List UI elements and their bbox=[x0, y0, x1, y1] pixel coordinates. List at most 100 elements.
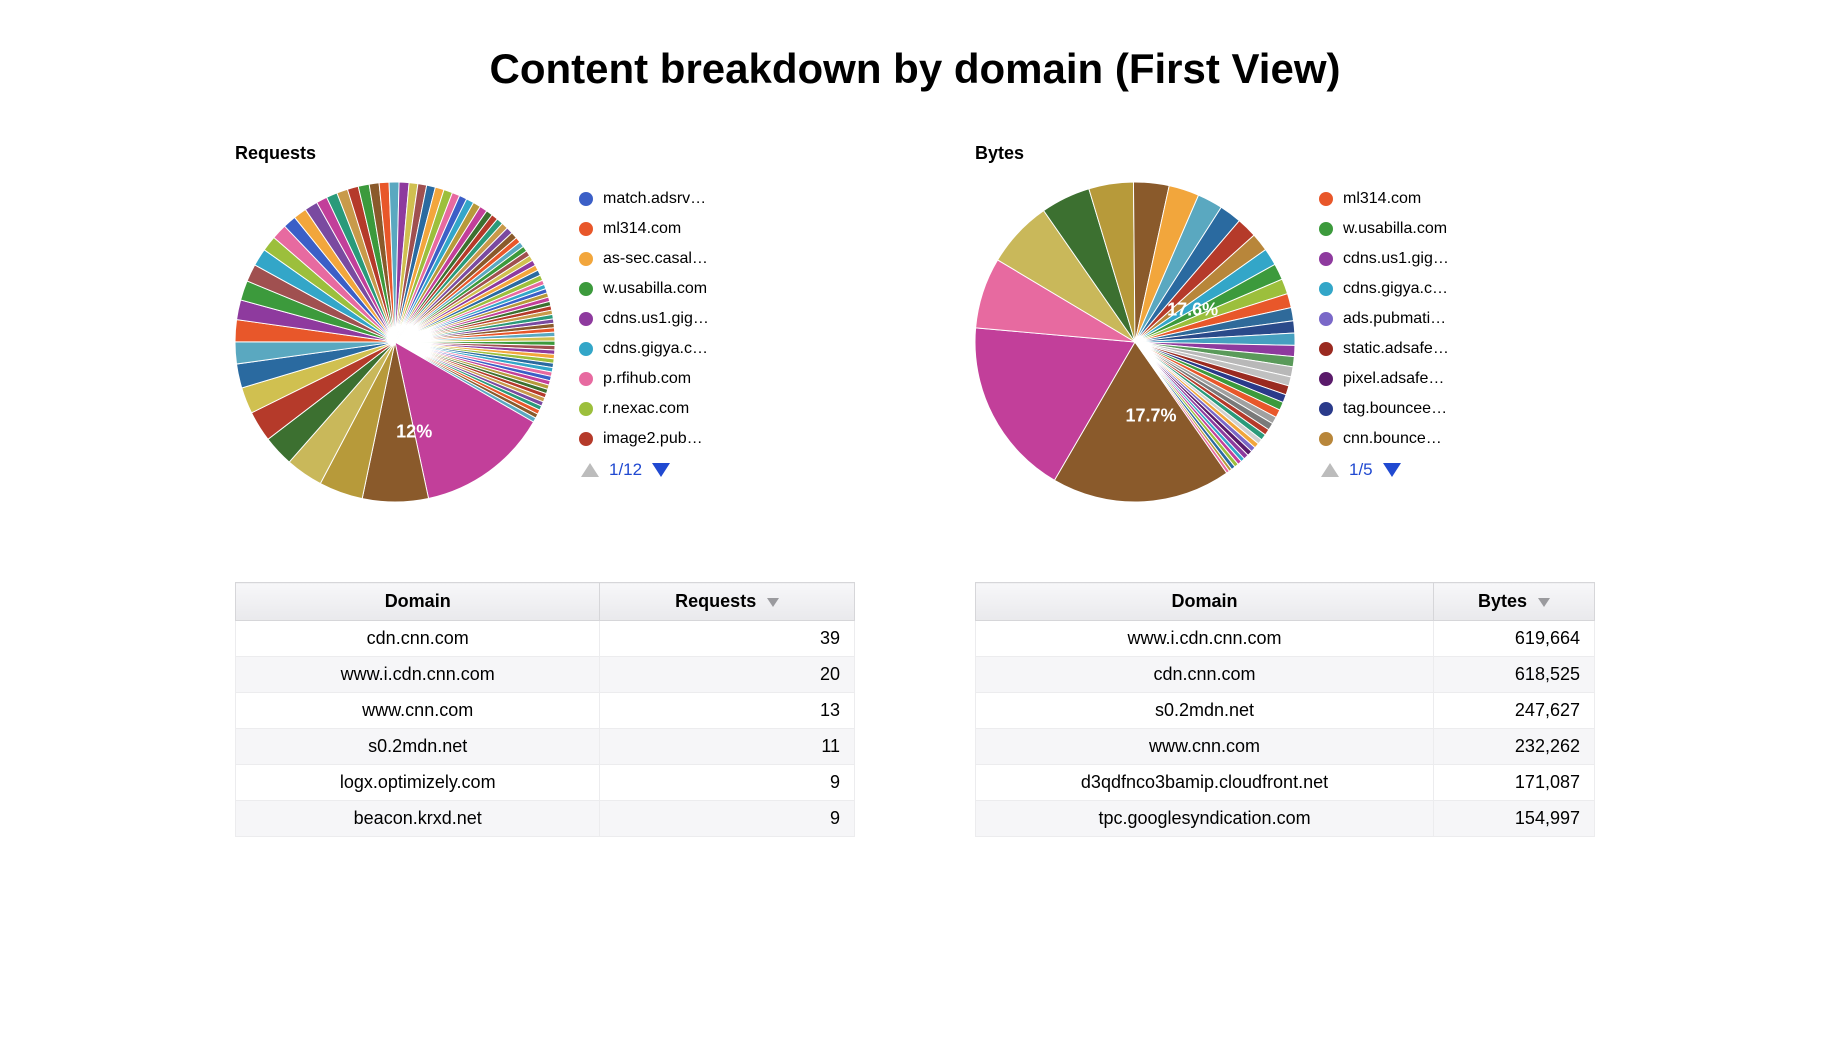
legend-item[interactable]: w.usabilla.com bbox=[579, 280, 759, 298]
cell-domain: beacon.krxd.net bbox=[236, 801, 600, 837]
page-title: Content breakdown by domain (First View) bbox=[40, 45, 1790, 93]
legend-label: cdns.us1.gig… bbox=[603, 310, 709, 328]
legend-swatch bbox=[1319, 222, 1333, 236]
legend-item[interactable]: as-sec.casal… bbox=[579, 250, 759, 268]
cell-value: 171,087 bbox=[1434, 765, 1595, 801]
bytes-col-bytes-label: Bytes bbox=[1478, 591, 1527, 611]
cell-domain: s0.2mdn.net bbox=[976, 693, 1434, 729]
cell-domain: logx.optimizely.com bbox=[236, 765, 600, 801]
table-row: cdn.cnn.com39 bbox=[236, 621, 855, 657]
legend-label: as-sec.casal… bbox=[603, 250, 708, 268]
legend-label: cdns.us1.gig… bbox=[1343, 250, 1449, 268]
cell-domain: www.i.cdn.cnn.com bbox=[236, 657, 600, 693]
pager-prev-icon[interactable] bbox=[581, 463, 599, 477]
cell-value: 39 bbox=[600, 621, 855, 657]
table-row: s0.2mdn.net11 bbox=[236, 729, 855, 765]
bytes-col-bytes[interactable]: Bytes bbox=[1434, 583, 1595, 621]
requests-col-requests[interactable]: Requests bbox=[600, 583, 855, 621]
cell-domain: tpc.googlesyndication.com bbox=[976, 801, 1434, 837]
bytes-pie-chart[interactable]: 17.6% 17.7% bbox=[975, 182, 1295, 502]
bytes-legend: ml314.com w.usabilla.com cdns.us1.gig… cdns… bbox=[1319, 182, 1499, 448]
pager-prev-icon[interactable] bbox=[1321, 463, 1339, 477]
legend-item[interactable]: cdns.us1.gig… bbox=[579, 310, 759, 328]
bytes-column: Bytes 17.6% 17.7% ml314.com w.usabilla.co… bbox=[975, 143, 1595, 837]
requests-legend: match.adsrv… ml314.com as-sec.casal… w.usab… bbox=[579, 182, 759, 448]
legend-swatch bbox=[1319, 312, 1333, 326]
legend-item[interactable]: match.adsrv… bbox=[579, 190, 759, 208]
bytes-legend-container: ml314.com w.usabilla.com cdns.us1.gig… cdns… bbox=[1319, 182, 1499, 480]
legend-item[interactable]: cdns.gigya.c… bbox=[579, 340, 759, 358]
cell-value: 154,997 bbox=[1434, 801, 1595, 837]
legend-label: ml314.com bbox=[603, 220, 681, 238]
legend-item[interactable]: ads.pubmati… bbox=[1319, 310, 1499, 328]
legend-swatch bbox=[1319, 192, 1333, 206]
requests-column: Requests 12% match.adsrv… ml314.com as-sec… bbox=[235, 143, 855, 837]
cell-value: 9 bbox=[600, 765, 855, 801]
legend-swatch bbox=[1319, 342, 1333, 356]
sort-desc-icon bbox=[1538, 598, 1550, 607]
legend-label: pixel.adsafe… bbox=[1343, 370, 1444, 388]
legend-swatch bbox=[1319, 282, 1333, 296]
requests-col-requests-label: Requests bbox=[675, 591, 756, 611]
requests-legend-pager: 1/12 bbox=[579, 460, 759, 480]
table-row: www.cnn.com232,262 bbox=[976, 729, 1595, 765]
sort-desc-icon bbox=[767, 598, 779, 607]
legend-label: r.nexac.com bbox=[603, 400, 689, 418]
cell-value: 618,525 bbox=[1434, 657, 1595, 693]
legend-item[interactable]: r.nexac.com bbox=[579, 400, 759, 418]
legend-item[interactable]: cdns.gigya.c… bbox=[1319, 280, 1499, 298]
table-row: tpc.googlesyndication.com154,997 bbox=[976, 801, 1595, 837]
bytes-table: Domain Bytes www.i.cdn.cnn.com619,664cdn… bbox=[975, 582, 1595, 837]
legend-label: tag.bouncee… bbox=[1343, 400, 1447, 418]
legend-label: w.usabilla.com bbox=[1343, 220, 1447, 238]
cell-domain: d3qdfnco3bamip.cloudfront.net bbox=[976, 765, 1434, 801]
table-row: beacon.krxd.net9 bbox=[236, 801, 855, 837]
requests-chart-title: Requests bbox=[235, 143, 855, 164]
legend-label: ml314.com bbox=[1343, 190, 1421, 208]
table-row: www.cnn.com13 bbox=[236, 693, 855, 729]
legend-swatch bbox=[1319, 372, 1333, 386]
cell-domain: www.cnn.com bbox=[976, 729, 1434, 765]
legend-item[interactable]: ml314.com bbox=[579, 220, 759, 238]
requests-chart-row: 12% match.adsrv… ml314.com as-sec.casal… w.… bbox=[235, 182, 855, 502]
cell-domain: s0.2mdn.net bbox=[236, 729, 600, 765]
legend-swatch bbox=[579, 252, 593, 266]
legend-item[interactable]: ml314.com bbox=[1319, 190, 1499, 208]
cell-value: 11 bbox=[600, 729, 855, 765]
legend-item[interactable]: w.usabilla.com bbox=[1319, 220, 1499, 238]
requests-pie-chart[interactable]: 12% bbox=[235, 182, 555, 502]
requests-legend-container: match.adsrv… ml314.com as-sec.casal… w.usab… bbox=[579, 182, 759, 480]
legend-item[interactable]: cdns.us1.gig… bbox=[1319, 250, 1499, 268]
pager-next-icon[interactable] bbox=[652, 463, 670, 477]
pager-indicator: 1/12 bbox=[609, 460, 642, 480]
cell-value: 9 bbox=[600, 801, 855, 837]
table-row: d3qdfnco3bamip.cloudfront.net171,087 bbox=[976, 765, 1595, 801]
legend-swatch bbox=[1319, 402, 1333, 416]
legend-item[interactable]: static.adsafe… bbox=[1319, 340, 1499, 358]
legend-label: ads.pubmati… bbox=[1343, 310, 1446, 328]
pager-next-icon[interactable] bbox=[1383, 463, 1401, 477]
legend-swatch bbox=[1319, 432, 1333, 446]
cell-value: 13 bbox=[600, 693, 855, 729]
bytes-col-domain[interactable]: Domain bbox=[976, 583, 1434, 621]
pager-indicator: 1/5 bbox=[1349, 460, 1373, 480]
legend-label: static.adsafe… bbox=[1343, 340, 1449, 358]
table-row: logx.optimizely.com9 bbox=[236, 765, 855, 801]
cell-value: 619,664 bbox=[1434, 621, 1595, 657]
table-row: www.i.cdn.cnn.com619,664 bbox=[976, 621, 1595, 657]
legend-swatch bbox=[579, 342, 593, 356]
legend-item[interactable]: tag.bouncee… bbox=[1319, 400, 1499, 418]
legend-item[interactable]: p.rfihub.com bbox=[579, 370, 759, 388]
legend-label: w.usabilla.com bbox=[603, 280, 707, 298]
legend-swatch bbox=[579, 282, 593, 296]
legend-item[interactable]: cnn.bounce… bbox=[1319, 430, 1499, 448]
cell-domain: www.cnn.com bbox=[236, 693, 600, 729]
requests-col-domain[interactable]: Domain bbox=[236, 583, 600, 621]
table-row: www.i.cdn.cnn.com20 bbox=[236, 657, 855, 693]
table-row: s0.2mdn.net247,627 bbox=[976, 693, 1595, 729]
legend-item[interactable]: image2.pub… bbox=[579, 430, 759, 448]
legend-swatch bbox=[579, 402, 593, 416]
legend-label: cdns.gigya.c… bbox=[603, 340, 708, 358]
legend-swatch bbox=[579, 432, 593, 446]
legend-item[interactable]: pixel.adsafe… bbox=[1319, 370, 1499, 388]
